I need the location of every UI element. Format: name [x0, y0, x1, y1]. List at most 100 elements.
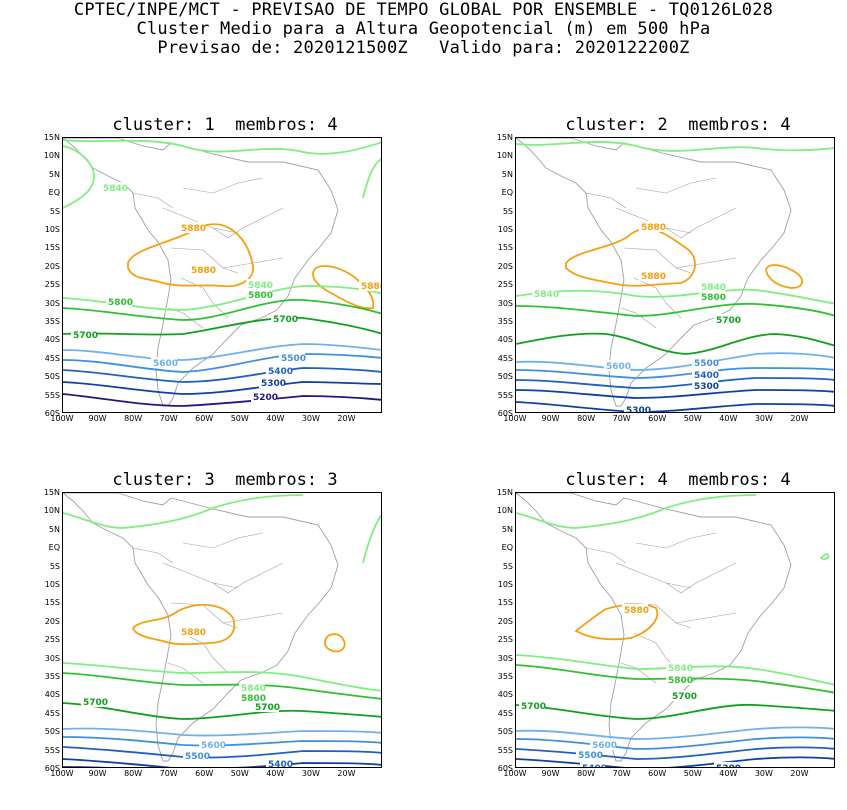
contour-5840	[516, 141, 834, 152]
x-tick-label: 70W	[159, 414, 178, 423]
x-tick-label: 30W	[754, 769, 773, 778]
contour-label-bg	[622, 604, 648, 615]
contour-label-bg	[183, 750, 209, 761]
y-tick-label: 55S	[497, 745, 513, 755]
y-tick-label: EQ	[501, 543, 513, 553]
x-tick-label: 80W	[124, 769, 143, 778]
x-tick-label: 60W	[195, 769, 214, 778]
y-tick-label: 35S	[497, 317, 513, 326]
x-tick-label: 30W	[754, 414, 773, 423]
country-border	[615, 562, 692, 589]
contour-label: 5600	[606, 362, 631, 372]
x-tick-label: 90W	[88, 769, 107, 778]
contour-label: 5400	[268, 367, 293, 377]
y-tick-label: 45S	[44, 353, 60, 363]
y-tick-label: 55S	[44, 390, 60, 400]
map-panel-cluster-4: cluster: 4 membros: 4 5880 5840 5800 5700 57…	[453, 470, 847, 810]
contour-5840	[362, 158, 381, 199]
contour-5400	[63, 746, 381, 759]
contour-label-bg	[714, 762, 740, 767]
contour-label: 5300	[694, 382, 719, 392]
country-border	[170, 602, 239, 629]
contour-5700	[63, 702, 381, 720]
contour-label: 5840	[103, 184, 128, 194]
y-tick-label: 15N	[496, 488, 513, 497]
contour-label: 5200	[253, 393, 278, 403]
y-tick-label: 15N	[43, 488, 60, 497]
contour-label: 5880	[191, 266, 216, 276]
contour-label: 5700	[716, 316, 741, 326]
x-tick-label: 40W	[719, 769, 738, 778]
contour-5600	[63, 727, 381, 737]
x-tick-label: 60W	[648, 414, 667, 423]
contour-label-bg	[666, 662, 692, 673]
country-border	[620, 307, 657, 329]
y-tick-label: 15S	[44, 243, 60, 253]
y-tick-label: 5S	[502, 561, 513, 571]
x-tick-label: 40W	[266, 414, 285, 423]
contour-label: 5700	[672, 692, 697, 702]
contour-label: 5400	[582, 764, 607, 768]
contour-label: 5300	[261, 379, 286, 389]
contour-5500	[63, 736, 381, 747]
y-tick-label: 40S	[497, 690, 513, 700]
y-tick-label: 40S	[497, 335, 513, 345]
contour-label-bg	[692, 369, 718, 380]
y-tick-label: 10S	[497, 225, 513, 234]
y-tick-label: 35S	[44, 672, 60, 681]
contour-label-bg	[251, 391, 277, 402]
country-border	[633, 277, 682, 319]
x-tick-label: 100W	[50, 414, 74, 423]
contour-5700	[63, 316, 381, 336]
contour-5400	[516, 377, 834, 389]
y-tick-label: 45S	[497, 353, 513, 363]
contour-5600	[516, 352, 834, 371]
map-frame: 5880 5880 5840 5840 5800 5700 5600 5500 5400 5300…	[515, 137, 835, 413]
contour-label-bg	[266, 758, 292, 767]
coastline	[63, 493, 339, 762]
contour-5880	[765, 264, 804, 289]
y-tick-label: 60S	[44, 409, 60, 418]
contour-label-bg	[576, 749, 602, 760]
x-tick-label: 60W	[195, 414, 214, 423]
country-border	[167, 307, 204, 329]
coastline	[63, 138, 339, 407]
y-tick-label: 35S	[497, 672, 513, 681]
country-border	[585, 192, 627, 209]
y-tick-label: 10N	[43, 506, 60, 516]
contour-label: 5800	[701, 293, 726, 303]
panel-title: cluster: 1 membros: 4	[112, 115, 338, 135]
contour-5840	[516, 494, 757, 529]
y-tick-label: 5S	[49, 561, 60, 571]
country-border	[675, 612, 737, 624]
country-border	[585, 547, 627, 564]
country-border	[635, 532, 717, 549]
contour-5840	[63, 139, 381, 155]
x-tick-label: 50W	[230, 414, 249, 423]
contour-label-bg	[239, 692, 265, 703]
contour-5600	[63, 343, 381, 361]
contour-5800	[63, 299, 381, 321]
map-canvas: 5880588058805840584058005800570057005600…	[63, 138, 381, 407]
country-border	[132, 192, 174, 209]
country-border	[167, 662, 204, 684]
x-tick-label: 80W	[124, 414, 143, 423]
contour-5840	[362, 514, 381, 564]
contour-label-bg	[81, 696, 107, 707]
contour-label-bg	[532, 288, 558, 299]
y-tick-label: 10N	[496, 506, 513, 516]
y-tick-label: 25S	[497, 635, 513, 645]
contour-label: 5800	[241, 694, 266, 704]
contour-label-bg	[692, 380, 718, 391]
y-tick-label: 15S	[497, 243, 513, 253]
contour-label: 5600	[201, 741, 226, 751]
y-tick-label: 50S	[497, 372, 513, 382]
contour-label: 5700	[273, 315, 298, 325]
contour-label-bg	[151, 357, 177, 368]
contour-label: 5400	[268, 760, 293, 768]
map-panel-cluster-1: cluster: 1 membros: 4 588058805880584058…	[0, 115, 420, 455]
contour-5880	[127, 223, 254, 288]
coastline	[516, 493, 792, 762]
contour-label-bg	[624, 404, 650, 412]
